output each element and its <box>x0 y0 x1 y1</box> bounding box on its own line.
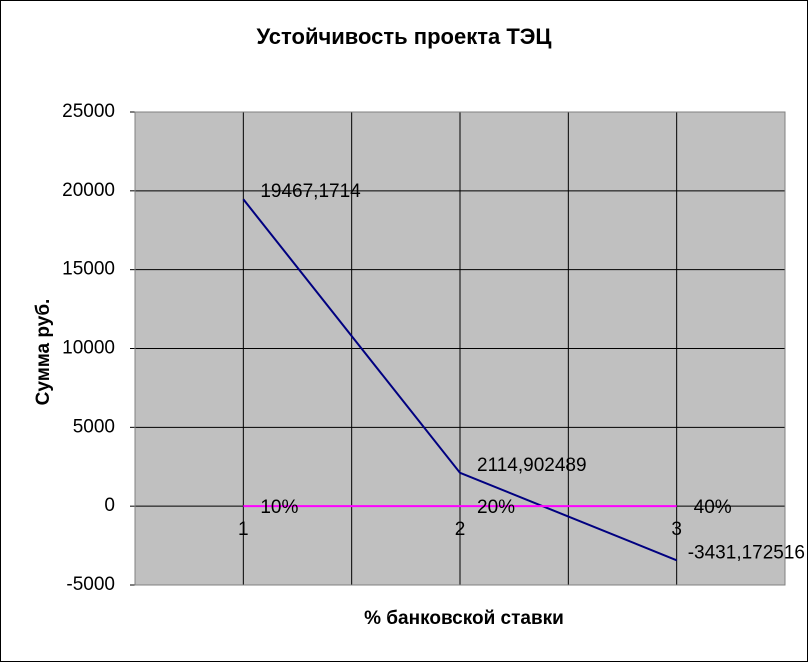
y-tick-label: -5000 <box>66 574 115 595</box>
chart-title: Устойчивость проекта ТЭЦ <box>256 24 551 49</box>
data-label: 20% <box>477 497 515 518</box>
y-axis-title: Сумма руб. <box>33 299 54 406</box>
data-label: 19467,1714 <box>260 181 361 202</box>
y-tick-label: 15000 <box>62 259 115 280</box>
x-tick-label: 1 <box>238 519 249 540</box>
plot-border <box>134 111 786 586</box>
data-label: 40% <box>694 497 732 518</box>
x-tick-label: 2 <box>455 519 466 540</box>
x-axis-title: % банковской ставки <box>364 608 564 629</box>
series-line <box>242 198 678 562</box>
y-tick-label: 25000 <box>62 101 115 122</box>
y-tick-label: 0 <box>104 495 115 516</box>
x-tick-label: 3 <box>671 519 682 540</box>
y-tick-label: 20000 <box>62 180 115 201</box>
y-tick-label: 10000 <box>62 338 115 359</box>
data-label: 10% <box>260 497 298 518</box>
y-tick-label: 5000 <box>73 416 115 437</box>
data-label: 2114,902489 <box>477 455 587 476</box>
data-label: -3431,172516 <box>688 542 805 563</box>
